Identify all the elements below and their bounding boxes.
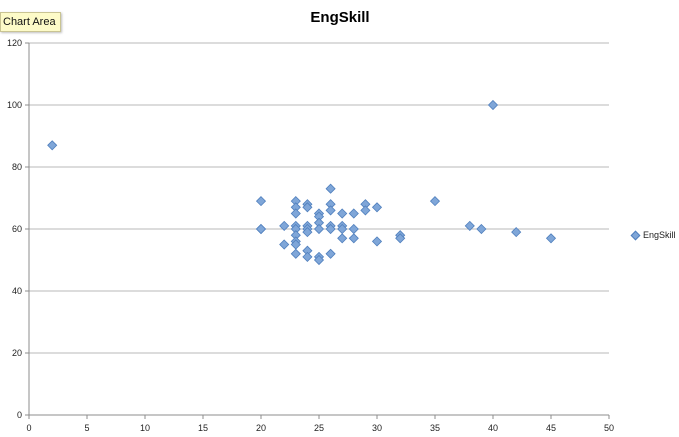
x-tick-label: 25 (314, 423, 324, 433)
chart-title: EngSkill (310, 9, 370, 26)
y-tick-label: 120 (7, 38, 22, 48)
x-tick-label: 35 (430, 423, 440, 433)
data-point (325, 205, 336, 216)
axes (25, 42, 610, 419)
x-tick-label: 5 (84, 423, 89, 433)
y-tick-label: 20 (12, 348, 22, 358)
x-tick-label: 0 (26, 423, 31, 433)
legend-label: EngSkill (643, 230, 676, 240)
x-tick-label: 10 (140, 423, 150, 433)
data-point (545, 233, 557, 244)
data-point (290, 208, 301, 219)
y-tick-label: 100 (7, 100, 22, 110)
x-tick-label: 40 (488, 423, 498, 433)
data-point (511, 227, 522, 238)
data-point (325, 223, 336, 235)
gridlines (29, 42, 609, 354)
y-tick-label: 60 (12, 224, 22, 234)
data-point (395, 233, 406, 244)
chart-area-tooltip: Chart Area (0, 12, 61, 32)
data-point (302, 202, 313, 213)
data-point (313, 223, 325, 235)
data-point (348, 223, 359, 235)
data-point (348, 208, 359, 219)
data-point (487, 99, 499, 111)
legend: EngSkill (630, 230, 676, 240)
data-point (255, 196, 267, 207)
data-points (47, 99, 557, 266)
x-tick-label: 20 (256, 423, 266, 433)
data-point (371, 236, 383, 247)
y-tick-label: 80 (12, 162, 22, 172)
data-point (302, 251, 313, 262)
data-point (360, 205, 371, 216)
x-tick-label: 15 (198, 423, 208, 433)
data-point (290, 248, 301, 259)
data-point (255, 223, 267, 235)
y-tick-label: 40 (12, 286, 22, 296)
data-point (279, 220, 290, 231)
data-point (325, 248, 336, 259)
data-point (371, 202, 383, 213)
data-point (279, 239, 290, 250)
data-point (47, 140, 58, 151)
x-tick-label: 50 (604, 423, 614, 433)
tick-labels: 0 20 40 60 80 100 120 0 5 10 15 20 25 30 35 40 45 50 (7, 38, 614, 433)
data-point (337, 208, 348, 219)
data-point (476, 223, 487, 235)
x-tick-label: 45 (546, 423, 556, 433)
x-tick-label: 30 (372, 423, 382, 433)
y-tick-label: 0 (17, 410, 22, 420)
legend-diamond-icon (630, 230, 641, 240)
data-point (464, 220, 475, 231)
data-point (325, 183, 336, 194)
data-point (348, 233, 359, 244)
data-point (313, 254, 325, 266)
data-point (337, 233, 348, 244)
data-point (302, 227, 313, 238)
data-point (429, 196, 441, 207)
